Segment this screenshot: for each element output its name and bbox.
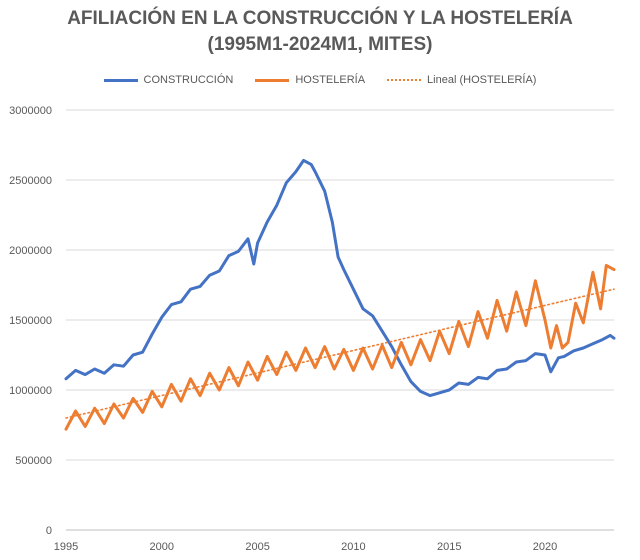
chart-title-line-1: AFILIACIÓN EN LA CONSTRUCCIÓN Y LA HOSTE… (67, 8, 573, 29)
x-tick-label: 2000 (150, 541, 174, 553)
x-tick-label: 2005 (245, 541, 269, 553)
y-tick-label: 2000000 (9, 245, 52, 257)
legend: CONSTRUCCIÓN HOSTELERÍA Lineal (HOSTELER… (0, 70, 640, 90)
legend-swatch-hosteleria (255, 78, 290, 82)
y-tick-label: 1000000 (9, 385, 52, 397)
x-tick-label: 2010 (341, 541, 365, 553)
legend-swatch-lineal-hosteleria (387, 79, 422, 81)
legend-label-lineal-hosteleria: Lineal (HOSTELERÍA) (427, 74, 537, 86)
y-tick-label: 1500000 (9, 315, 52, 327)
chart-title: AFILIACIÓN EN LA CONSTRUCCIÓN Y LA HOSTE… (0, 6, 640, 58)
x-tick-label: 1995 (54, 541, 78, 553)
series-line-lineal-hosteleria (65, 288, 615, 419)
y-tick-label: 0 (46, 525, 52, 537)
x-tick-label: 2015 (437, 541, 461, 553)
y-tick-label: 3000000 (9, 105, 52, 117)
legend-label-construccion: CONSTRUCCIÓN (143, 74, 234, 86)
legend-swatch-construccion (103, 78, 138, 82)
y-tick-label: 2500000 (9, 175, 52, 187)
legend-item-lineal-hosteleria: Lineal (HOSTELERÍA) (387, 74, 536, 86)
series-line-construccion (64, 158, 616, 398)
series-line-hosteleria (64, 263, 616, 431)
legend-label-hosteleria: HOSTELERÍA (295, 74, 366, 86)
y-tick-label: 500000 (15, 455, 52, 467)
x-tick-label: 2020 (533, 541, 557, 553)
chart-title-line-2: (1995M1-2024M1, MITES) (207, 34, 433, 55)
legend-item-construccion: CONSTRUCCIÓN (103, 74, 234, 86)
legend-item-hosteleria: HOSTELERÍA (255, 74, 365, 86)
